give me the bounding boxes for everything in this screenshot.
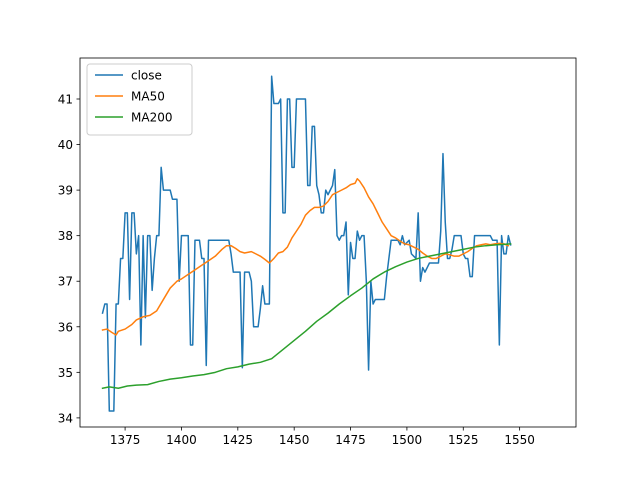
plot-area-frame xyxy=(79,57,577,428)
y-tick-label: 39 xyxy=(58,184,73,198)
series-line-ma50 xyxy=(101,177,510,336)
x-tick-label: 1425 xyxy=(223,433,254,447)
x-tick-label: 1400 xyxy=(166,433,197,447)
y-tick-label: 36 xyxy=(58,320,73,334)
x-tick-label: 1550 xyxy=(504,433,535,447)
y-tick-label: 35 xyxy=(58,366,73,380)
y-axis: 34 35 36 37 38 39 40 41 xyxy=(58,93,80,425)
y-tick-label: 38 xyxy=(58,229,73,243)
legend-label-close: close xyxy=(131,69,162,83)
series-layer xyxy=(101,75,512,412)
legend-label-ma200: MA200 xyxy=(131,111,172,125)
x-tick-label: 1375 xyxy=(110,433,141,447)
y-tick-label: 41 xyxy=(58,93,73,107)
x-axis: 1375 1400 1425 1450 1475 1500 1525 1550 xyxy=(110,427,535,447)
x-tick-label: 1475 xyxy=(335,433,366,447)
x-tick-label: 1500 xyxy=(392,433,423,447)
y-tick-label: 40 xyxy=(58,138,73,152)
series-line-ma200 xyxy=(101,243,512,390)
x-tick-label: 1525 xyxy=(448,433,479,447)
legend: close MA50 MA200 xyxy=(86,63,193,136)
legend-label-ma50: MA50 xyxy=(131,90,165,104)
y-tick-label: 34 xyxy=(58,411,73,425)
y-tick-label: 37 xyxy=(58,275,73,289)
x-tick-label: 1450 xyxy=(279,433,310,447)
